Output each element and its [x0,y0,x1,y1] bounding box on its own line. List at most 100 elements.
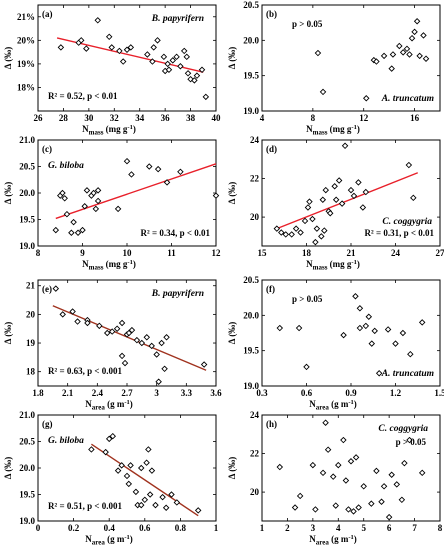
data-point [276,324,284,332]
data-point [173,53,180,61]
y-tick-label: 20.0 [19,463,35,473]
x-tick-label: 2.7 [121,388,133,398]
data-point [352,293,359,300]
data-point [304,204,312,211]
data-point [350,508,357,515]
x-tick-label: 2.1 [62,388,74,398]
x-tick-label: 26 [34,113,44,123]
data-point [84,319,91,327]
data-point [152,501,159,509]
y-tick-label: 20 [26,309,36,319]
x-tick-label: 11 [167,248,176,258]
x-axis-label: Nmass (mg g-1) [306,124,360,137]
data-point [83,45,90,52]
x-tick-label: 3.6 [210,388,222,398]
stat-label: p > 0.05 [292,294,323,304]
data-point [420,32,427,39]
panel-label: (d) [266,144,277,154]
data-point [114,205,122,213]
x-tick-label: 2.4 [92,388,104,398]
x-tick-label: 16 [410,113,420,123]
data-point [368,340,376,347]
data-point [123,46,131,53]
data-point [416,52,423,60]
regression-line [276,172,419,230]
data-point [331,183,338,190]
y-axis-label: Δ (‰) [227,47,237,69]
stat-label: p > 0.05 [396,437,427,447]
species-label: A. truncatum [381,369,434,379]
data-point [373,58,380,65]
data-point [356,324,364,332]
regression-line [91,443,199,517]
panel-label: (e) [42,284,52,294]
data-point [338,200,346,207]
y-tick-label: 20.0 [19,188,35,198]
data-point [359,204,367,211]
x-tick-label: 10 [123,248,133,258]
species-label: C. coggygria [378,424,428,434]
data-point [335,461,342,469]
data-point [161,365,168,373]
regression-line [55,163,217,220]
x-tick-label: 0.9 [345,388,357,398]
data-point [94,197,102,205]
data-point [371,327,378,335]
data-point [169,57,177,64]
data-point [332,196,340,203]
data-point [163,334,170,341]
data-point [74,318,81,325]
data-point [324,446,332,453]
data-point [123,472,131,480]
data-point [148,342,155,350]
data-point [350,192,358,200]
data-point [118,462,125,469]
data-point [318,233,325,240]
data-point [59,189,66,197]
y-tick-label: 19.0 [243,106,259,116]
data-point [322,419,329,426]
x-tick-label: 8 [36,248,41,258]
data-point [200,361,208,368]
data-point [119,58,127,65]
data-point [61,195,68,202]
data-point [105,435,113,443]
x-tick-label: 0.4 [104,523,116,533]
data-point [312,506,319,513]
data-point [74,229,82,236]
x-tick-label: 34 [135,113,145,123]
x-tick-label: 3 [154,388,159,398]
x-tick-label: 5 [361,523,366,533]
stat-label: R² = 0.52, p < 0.01 [48,91,118,101]
data-point [398,496,406,504]
data-point [388,65,395,72]
data-point [94,187,102,194]
data-point [362,322,370,330]
x-tick-label: 12 [212,248,222,258]
data-point [212,192,220,199]
panel-label: (g) [42,419,53,429]
x-tick-label: 3 [311,523,316,533]
data-point [165,66,173,74]
data-point [384,326,392,333]
x-tick-label: 36 [161,113,171,123]
species-label: G. biloba [48,436,84,446]
x-axis-label: Narea (g m-1) [309,534,357,547]
data-point [144,51,151,58]
data-point [360,483,367,490]
data-point [314,49,322,57]
regression-line [52,305,207,371]
y-tick-label: 21 [26,281,36,291]
data-point [168,491,175,498]
data-point [399,329,407,337]
data-point [114,467,122,474]
y-tick-label: 20.0 [243,35,259,45]
x-tick-label: 32 [110,113,120,123]
stat-label: R² = 0.51, p < 0.001 [48,501,122,511]
data-point [160,53,168,61]
panel-g: 0 0.2 0.4 0.6 0.8 1 19.0 19.5 20.0 20.5 21.0 Δ (‰) N… [3,410,219,547]
data-point [116,47,123,55]
species-label: G. biloba [48,161,84,171]
y-tick-label: 19.0 [19,241,35,251]
